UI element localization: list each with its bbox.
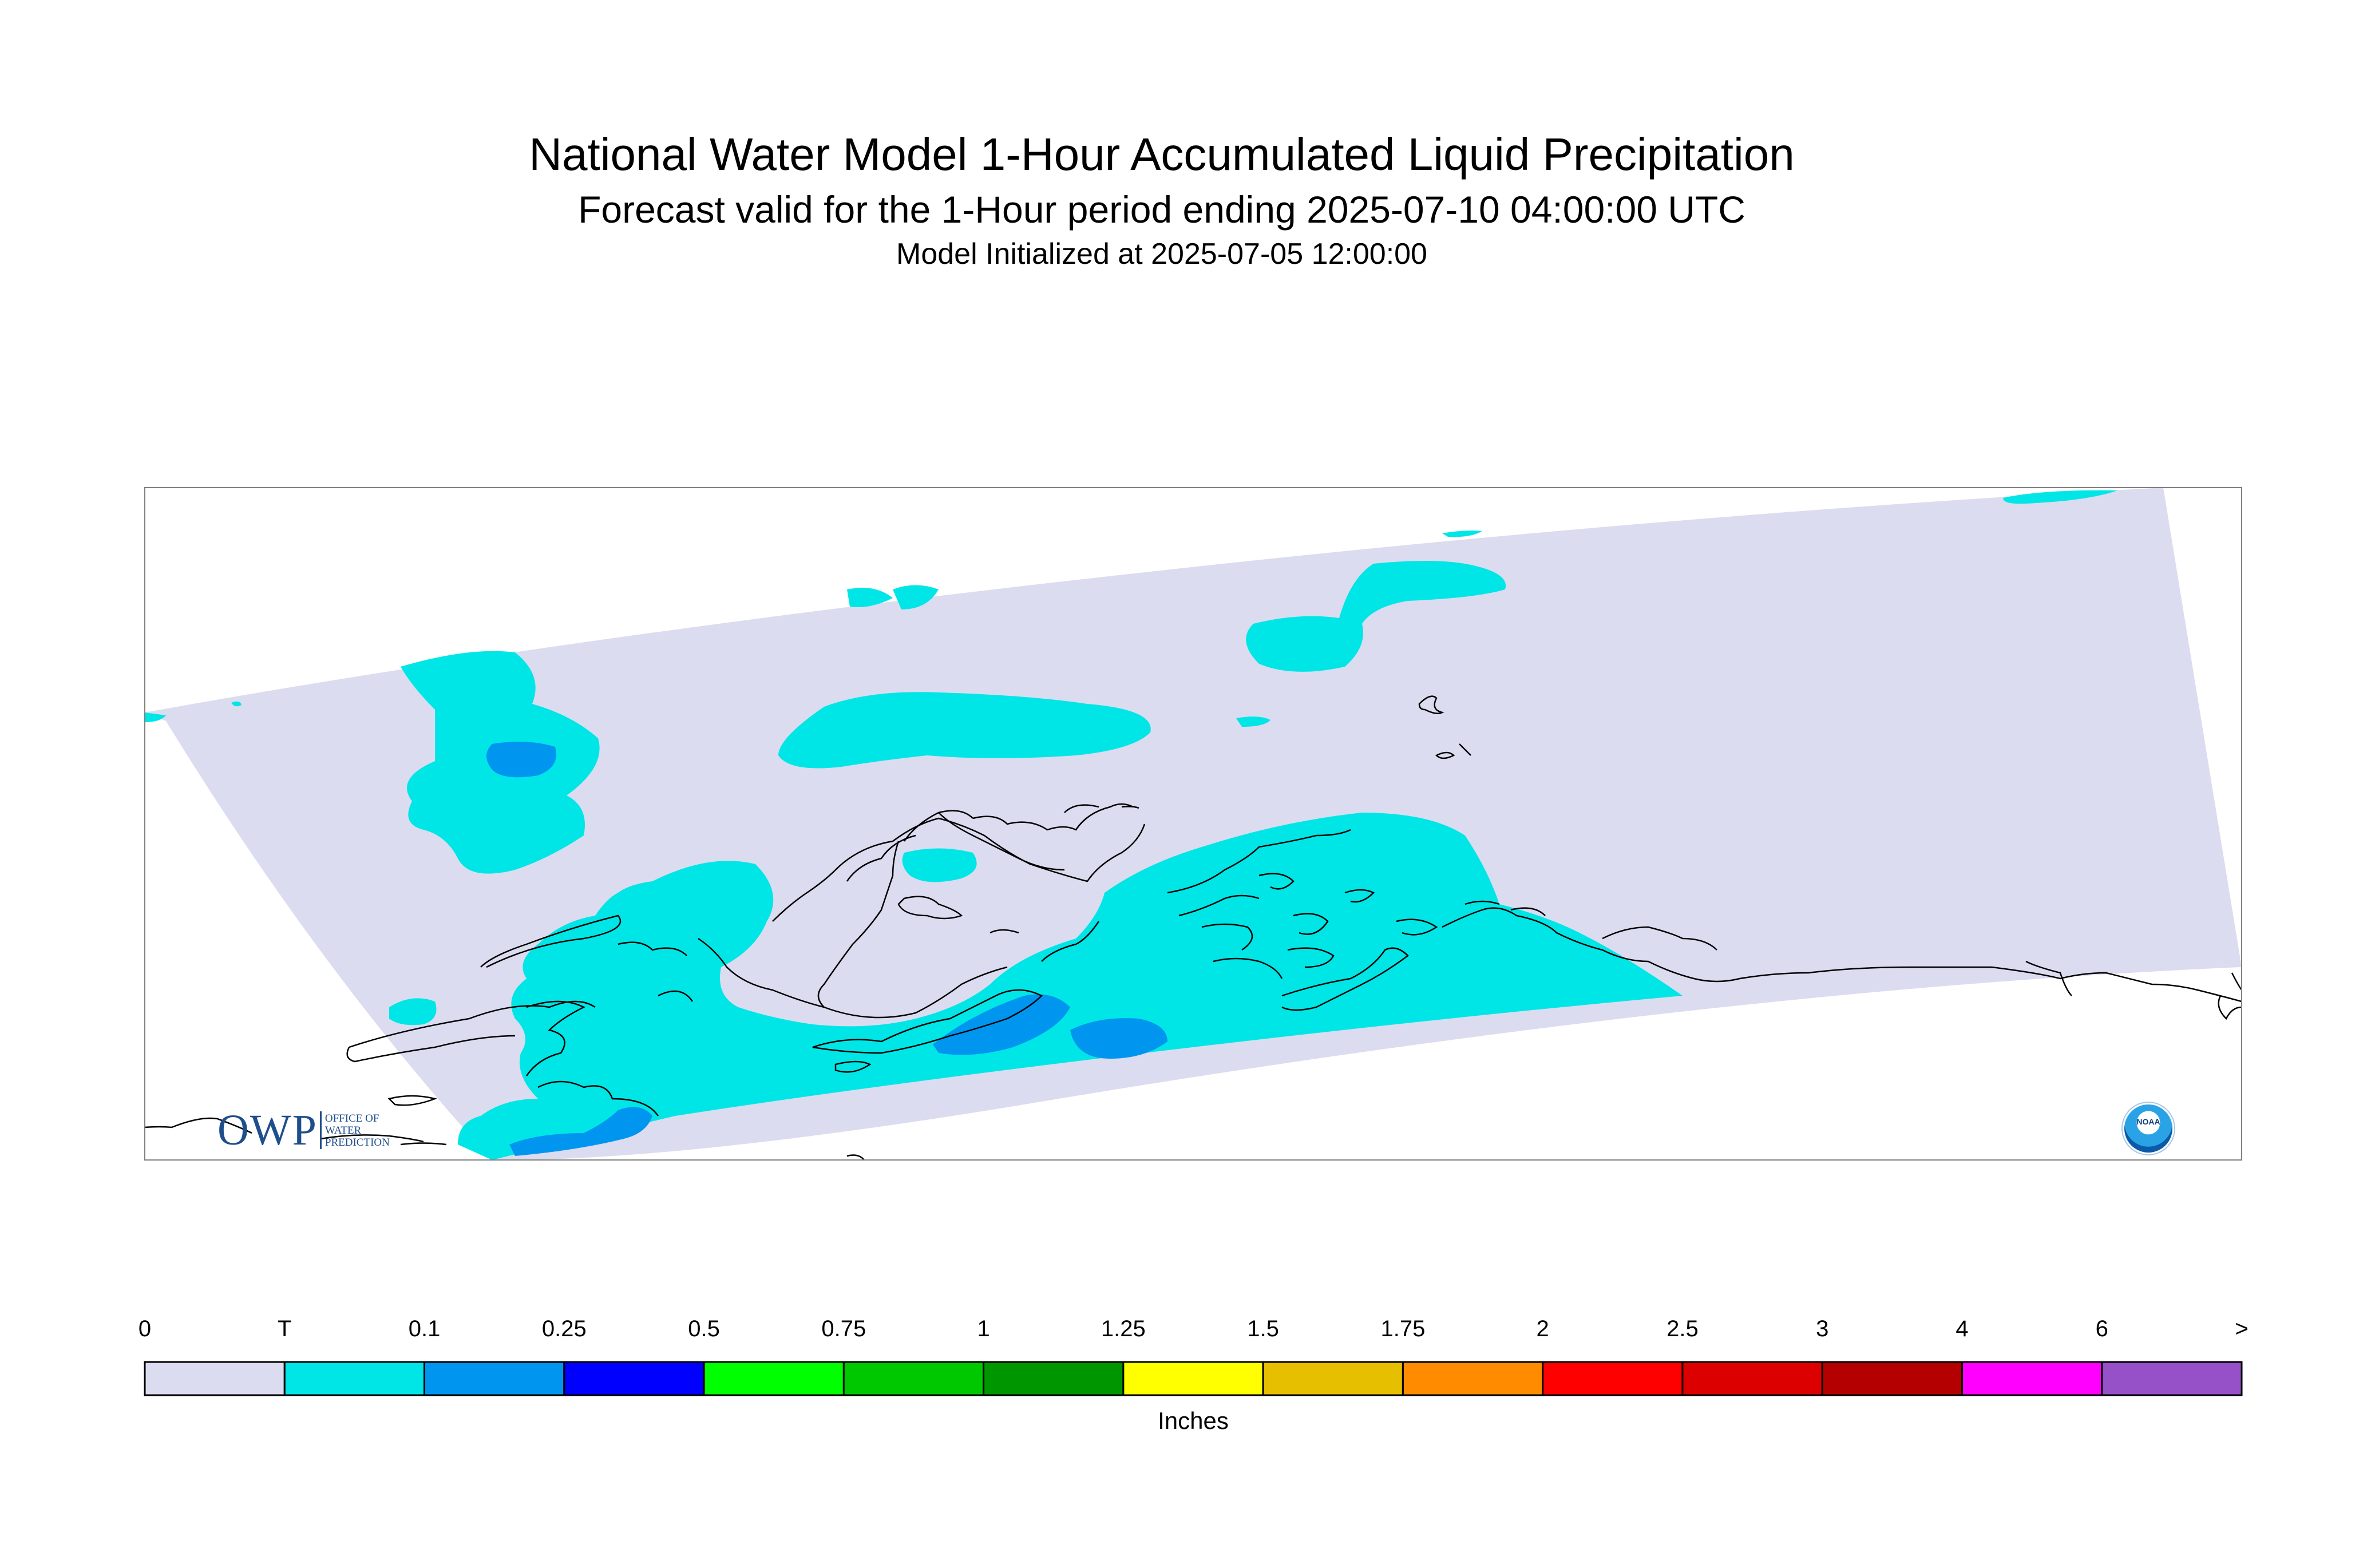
- legend-swatch: [423, 1361, 565, 1396]
- legend-swatch: [563, 1361, 705, 1396]
- owp-logo-divider: [319, 1111, 322, 1149]
- outside-domain-right: [2163, 488, 2242, 967]
- map-area: [145, 488, 2242, 1160]
- legend-swatch: [144, 1361, 286, 1396]
- owp-logo-text: OWP: [217, 1106, 318, 1154]
- outside-domain: [145, 712, 492, 1160]
- map-subtitle: Forecast valid for the 1-Hour period end…: [578, 188, 1745, 231]
- map-frame: [144, 487, 2242, 1161]
- map-title: National Water Model 1-Hour Accumulated …: [529, 129, 1795, 180]
- legend-tick-label: 1.5: [1247, 1316, 1279, 1341]
- legend-tick-label: 3: [1816, 1316, 1829, 1341]
- legend-swatch: [283, 1361, 426, 1396]
- coastlines: [145, 695, 2242, 1160]
- noaa-logo: NOAA: [2124, 1104, 2172, 1153]
- legend-tick-label: 6: [2095, 1316, 2108, 1341]
- light-precip-areas: [486, 742, 1167, 1156]
- legend-swatch: [842, 1361, 985, 1396]
- legend-tick-label: T: [278, 1316, 292, 1341]
- owp-logo-subtext: OFFICE OF WATER PREDICTION: [325, 1112, 390, 1149]
- legend-swatch: [1821, 1361, 1963, 1396]
- model-init-text: Model Initialized at 2025-07-05 12:00:00: [896, 237, 1427, 271]
- legend-swatch: [983, 1361, 1125, 1396]
- legend-tick-label: 0.25: [541, 1316, 587, 1341]
- legend-tick-label: 0.75: [821, 1316, 866, 1341]
- legend-tick-label: 1: [977, 1316, 990, 1341]
- outside-domain-lower-right: [492, 967, 2242, 1160]
- legend-tick-label: 2: [1536, 1316, 1549, 1341]
- owp-logo-line-2: WATER: [324, 1124, 362, 1137]
- legend-tick-label: 0: [138, 1316, 152, 1341]
- owp-logo-line-1: OFFICE OF: [324, 1112, 379, 1124]
- legend-tick-label: 4: [1956, 1316, 1969, 1341]
- legend-swatch: [1402, 1361, 1544, 1396]
- legend-swatch: [1122, 1361, 1264, 1396]
- legend-swatch: [1681, 1361, 1823, 1396]
- legend-tick-label: >: [2235, 1316, 2249, 1341]
- owp-logo-line-3: PREDICTION: [324, 1136, 390, 1149]
- legend-units: Inches: [1158, 1407, 1229, 1434]
- legend-tick-label: 2.5: [1667, 1316, 1699, 1341]
- legend-swatch: [703, 1361, 845, 1396]
- legend-tick-label: 0.5: [688, 1316, 720, 1341]
- legend-swatch: [2101, 1361, 2243, 1396]
- legend-colorbar: [144, 1361, 2243, 1396]
- legend-tick-label: 1.75: [1380, 1316, 1426, 1341]
- legend-swatch: [1262, 1361, 1404, 1396]
- legend-tick-label: 0.1: [408, 1316, 441, 1341]
- owp-logo: OWP OFFICE OF WATER PREDICTION: [217, 1106, 390, 1154]
- noaa-logo-text: NOAA: [2136, 1117, 2160, 1126]
- legend-tick-label: 1.25: [1101, 1316, 1146, 1341]
- legend-swatch: [1961, 1361, 2103, 1396]
- legend-swatch: [1542, 1361, 1684, 1396]
